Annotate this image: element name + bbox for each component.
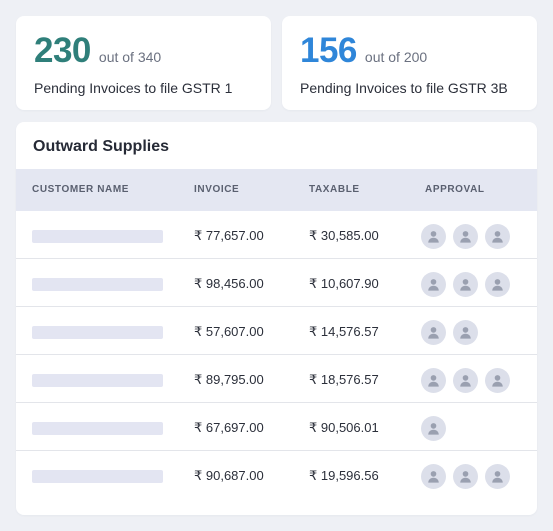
invoice-amount: ₹ 90,687.00 bbox=[194, 468, 264, 483]
customer-name-placeholder bbox=[32, 422, 163, 435]
gstr3b-stat-value-group: 156 out of 200 bbox=[300, 32, 427, 70]
approval-avatars bbox=[421, 464, 517, 489]
user-avatar-icon[interactable] bbox=[485, 368, 510, 393]
gstr1-stat-label: Pending Invoices to file GSTR 1 bbox=[34, 80, 233, 96]
invoice-amount: ₹ 77,657.00 bbox=[194, 228, 264, 243]
gstr1-stat-card: 230 out of 340 Pending Invoices to file … bbox=[16, 16, 271, 110]
taxable-amount: ₹ 10,607.90 bbox=[309, 276, 379, 291]
user-avatar-icon[interactable] bbox=[485, 272, 510, 297]
customer-name-placeholder bbox=[32, 230, 163, 243]
user-avatar-icon[interactable] bbox=[421, 272, 446, 297]
user-avatar-icon[interactable] bbox=[453, 272, 478, 297]
gstr1-total-count: out of 340 bbox=[98, 49, 162, 65]
outward-supplies-card: Outward Supplies CUSTOMER NAME INVOICE T… bbox=[16, 122, 537, 515]
customer-name-placeholder bbox=[32, 374, 163, 387]
user-avatar-icon[interactable] bbox=[421, 464, 446, 489]
user-avatar-icon[interactable] bbox=[485, 224, 510, 249]
approval-avatars bbox=[421, 272, 517, 297]
approval-avatars bbox=[421, 416, 453, 441]
user-avatar-icon[interactable] bbox=[421, 224, 446, 249]
taxable-amount: ₹ 14,576.57 bbox=[309, 324, 379, 339]
invoice-amount: ₹ 57,607.00 bbox=[194, 324, 264, 339]
user-avatar-icon[interactable] bbox=[453, 464, 478, 489]
table-row[interactable]: ₹ 77,657.00 ₹ 30,585.00 bbox=[16, 211, 537, 259]
table-row[interactable]: ₹ 57,607.00 ₹ 14,576.57 bbox=[16, 307, 537, 355]
column-header-invoice[interactable]: INVOICE bbox=[194, 184, 240, 195]
table-title: Outward Supplies bbox=[33, 138, 170, 155]
approval-avatars bbox=[421, 320, 485, 345]
table-header: CUSTOMER NAME INVOICE TAXABLE APPROVAL bbox=[16, 169, 537, 211]
column-header-taxable[interactable]: TAXABLE bbox=[309, 184, 360, 195]
customer-name-placeholder bbox=[32, 278, 163, 291]
gstr3b-pending-count: 156 bbox=[300, 31, 357, 70]
customer-name-placeholder bbox=[32, 470, 163, 483]
column-header-approval[interactable]: APPROVAL bbox=[425, 184, 485, 195]
taxable-amount: ₹ 30,585.00 bbox=[309, 228, 379, 243]
user-avatar-icon[interactable] bbox=[485, 464, 510, 489]
user-avatar-icon[interactable] bbox=[421, 368, 446, 393]
taxable-amount: ₹ 90,506.01 bbox=[309, 420, 379, 435]
approval-avatars bbox=[421, 368, 517, 393]
user-avatar-icon[interactable] bbox=[453, 368, 478, 393]
approval-avatars bbox=[421, 224, 517, 249]
gstr3b-stat-label: Pending Invoices to file GSTR 3B bbox=[300, 80, 508, 96]
gstr3b-total-count: out of 200 bbox=[364, 49, 428, 65]
customer-name-placeholder bbox=[32, 326, 163, 339]
invoice-amount: ₹ 67,697.00 bbox=[194, 420, 264, 435]
user-avatar-icon[interactable] bbox=[421, 416, 446, 441]
invoice-amount: ₹ 89,795.00 bbox=[194, 372, 264, 387]
user-avatar-icon[interactable] bbox=[453, 224, 478, 249]
gstr1-pending-count: 230 bbox=[34, 31, 91, 70]
taxable-amount: ₹ 19,596.56 bbox=[309, 468, 379, 483]
table-row[interactable]: ₹ 90,687.00 ₹ 19,596.56 bbox=[16, 451, 537, 499]
gstr3b-stat-card: 156 out of 200 Pending Invoices to file … bbox=[282, 16, 537, 110]
column-header-customer[interactable]: CUSTOMER NAME bbox=[32, 184, 130, 195]
table-row[interactable]: ₹ 98,456.00 ₹ 10,607.90 bbox=[16, 259, 537, 307]
table-row[interactable]: ₹ 89,795.00 ₹ 18,576.57 bbox=[16, 355, 537, 403]
table-row[interactable]: ₹ 67,697.00 ₹ 90,506.01 bbox=[16, 403, 537, 451]
user-avatar-icon[interactable] bbox=[453, 320, 478, 345]
invoice-amount: ₹ 98,456.00 bbox=[194, 276, 264, 291]
taxable-amount: ₹ 18,576.57 bbox=[309, 372, 379, 387]
user-avatar-icon[interactable] bbox=[421, 320, 446, 345]
gstr1-stat-value-group: 230 out of 340 bbox=[34, 32, 161, 70]
